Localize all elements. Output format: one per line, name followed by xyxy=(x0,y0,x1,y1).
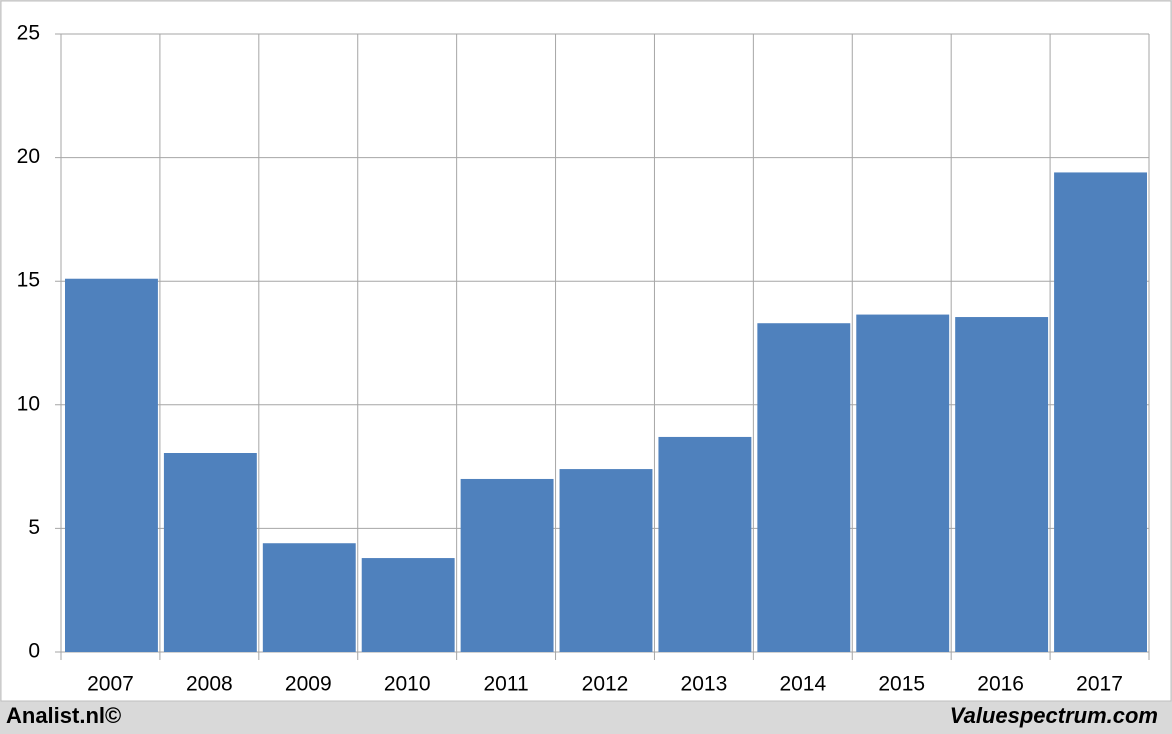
x-tick-label: 2010 xyxy=(384,673,431,696)
bar xyxy=(1054,172,1147,652)
y-tick-label: 10 xyxy=(17,392,40,415)
footer-right: Valuespectrum.com xyxy=(950,703,1158,728)
x-tick-label: 2017 xyxy=(1076,673,1123,696)
x-tick-label: 2008 xyxy=(186,673,233,696)
bar xyxy=(856,314,950,652)
x-tick-label: 2015 xyxy=(878,673,925,696)
bar xyxy=(460,478,554,652)
footer-left: Analist.nl© xyxy=(6,703,121,728)
y-tick-label: 15 xyxy=(17,269,40,292)
bar xyxy=(65,278,158,652)
bar xyxy=(262,543,356,652)
bar xyxy=(559,469,653,652)
x-tick-label: 2014 xyxy=(779,673,826,696)
y-tick-label: 25 xyxy=(17,22,40,45)
x-tick-label: 2011 xyxy=(484,673,529,696)
x-tick-label: 2009 xyxy=(285,673,332,696)
bar xyxy=(658,436,752,652)
x-tick-label: 2016 xyxy=(977,673,1024,696)
bar xyxy=(361,558,455,652)
x-tick-label: 2012 xyxy=(582,673,629,696)
y-tick-label: 5 xyxy=(28,516,40,539)
bar xyxy=(955,317,1049,652)
bar xyxy=(163,453,257,652)
x-tick-label: 2007 xyxy=(87,673,134,696)
y-tick-label: 0 xyxy=(28,640,40,663)
bar xyxy=(757,323,851,652)
x-tick-label: 2013 xyxy=(681,673,728,696)
y-tick-label: 20 xyxy=(17,145,40,168)
